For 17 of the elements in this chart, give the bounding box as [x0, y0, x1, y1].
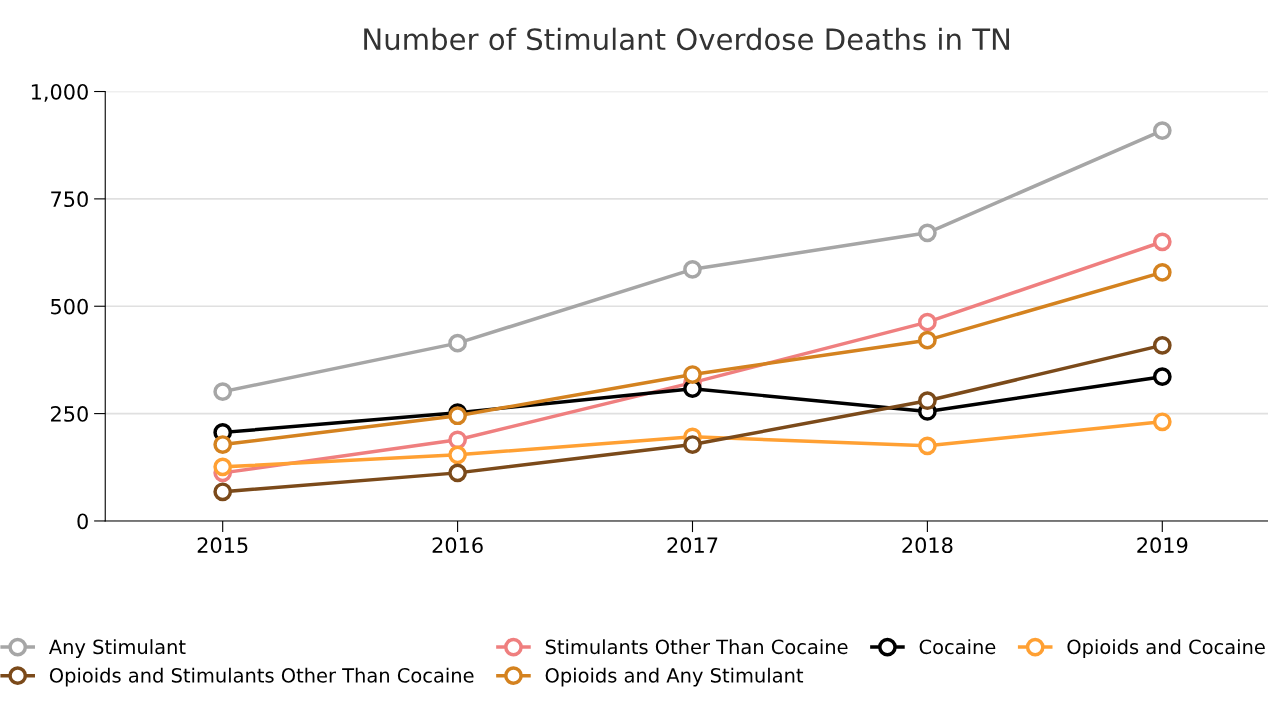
legend-label: Cocaine [919, 639, 996, 655]
y-tick-label: 500 [51, 298, 88, 315]
chart-title: Number of Stimulant Overdose Deaths in TN [364, 27, 1010, 51]
x-tick-label: 2015 [197, 537, 248, 554]
legend-label: Any Stimulant [48, 639, 186, 658]
x-tick-label: 2016 [432, 537, 483, 554]
legend-label: Opioids and Cocaine [1067, 639, 1265, 658]
y-tick-label: 0 [77, 513, 88, 530]
y-tick-label: 750 [51, 191, 88, 208]
legend-label: Opioids and Stimulants Other Than Cocaine [49, 667, 474, 687]
y-tick-label: 1,000 [31, 83, 88, 102]
x-tick-label: 2017 [667, 537, 718, 554]
x-tick-label: 2018 [902, 537, 953, 554]
y-tick-label: 250 [51, 406, 88, 422]
x-tick-label: 2019 [1137, 537, 1188, 554]
legend-label: Stimulants Other Than Cocaine [545, 639, 848, 655]
legend-label: Opioids and Any Stimulant [545, 667, 804, 687]
